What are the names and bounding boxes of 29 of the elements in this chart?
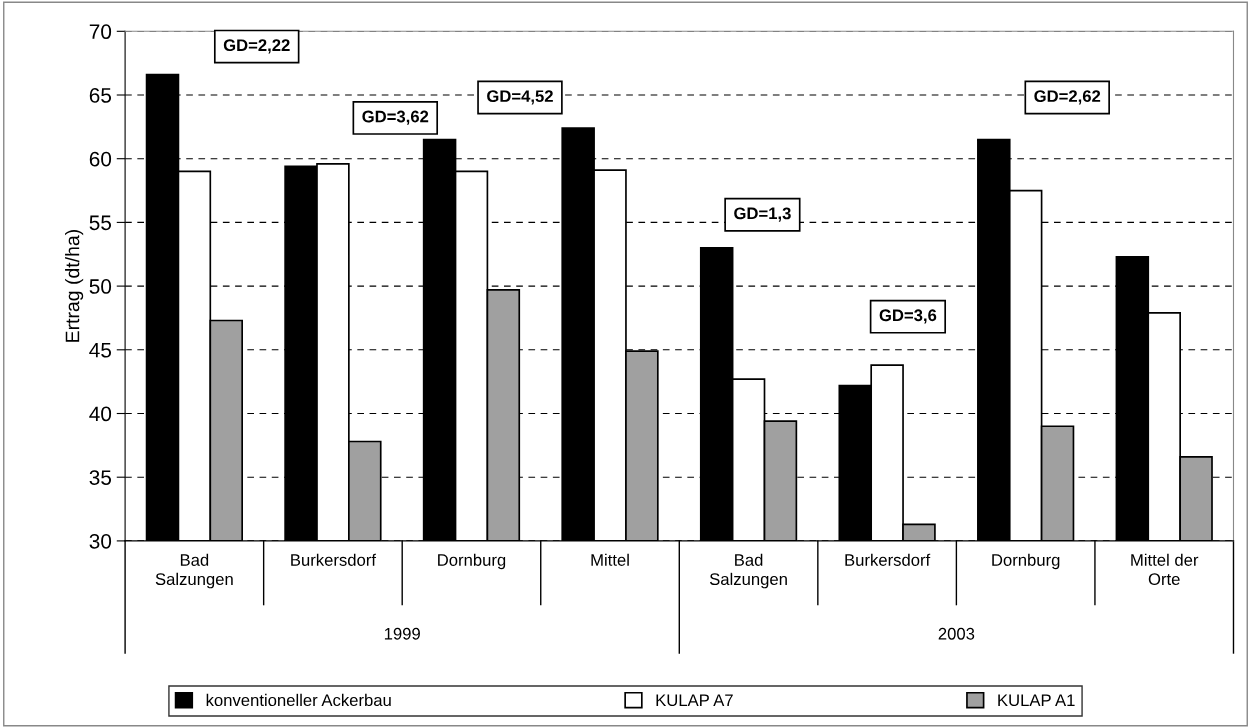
x-tick-label: Burkersdorf <box>291 553 377 566</box>
y-tick-label: 55 <box>89 215 112 231</box>
y-tick-label: 45 <box>89 343 112 358</box>
annotation: GD=3,6 <box>879 309 937 324</box>
y-tick-label: 35 <box>89 470 112 485</box>
x-tick-label: Mittel <box>591 553 629 566</box>
text: 2003 <box>938 627 975 640</box>
text: 1999 <box>384 627 420 640</box>
annotation: GD=3,62 <box>362 110 429 125</box>
annotation: GD=2,62 <box>1034 90 1101 105</box>
x-tick-label: Burkersdorf <box>845 553 931 566</box>
x-tick-label: Dornburg <box>438 553 506 570</box>
y-tick-label: 65 <box>89 88 112 103</box>
y-tick-label: 70 <box>89 24 112 40</box>
annotation: GD=2,22 <box>223 39 290 54</box>
annotation: GD=4,52 <box>487 90 553 105</box>
annotation: GD=1,3 <box>734 207 791 222</box>
y-tick-label: 30 <box>89 533 112 549</box>
legend-label: konventioneller Ackerbau <box>206 693 391 707</box>
y-tick-label: 40 <box>89 406 112 422</box>
x-tick-label: Bad Salzungen <box>155 553 233 589</box>
y-axis-title: Ertrag (dt/ha) <box>65 230 84 342</box>
legend-label: KULAP A1 <box>998 694 1075 707</box>
y-tick-label: 60 <box>89 151 112 167</box>
x-tick-label: Dornburg <box>992 553 1060 570</box>
x-tick-label: Bad Salzungen <box>709 553 787 589</box>
y-tick-label: 50 <box>89 279 112 294</box>
legend-label: KULAP A7 <box>656 694 733 707</box>
x-tick-label: Mittel der Orte <box>1131 553 1199 586</box>
